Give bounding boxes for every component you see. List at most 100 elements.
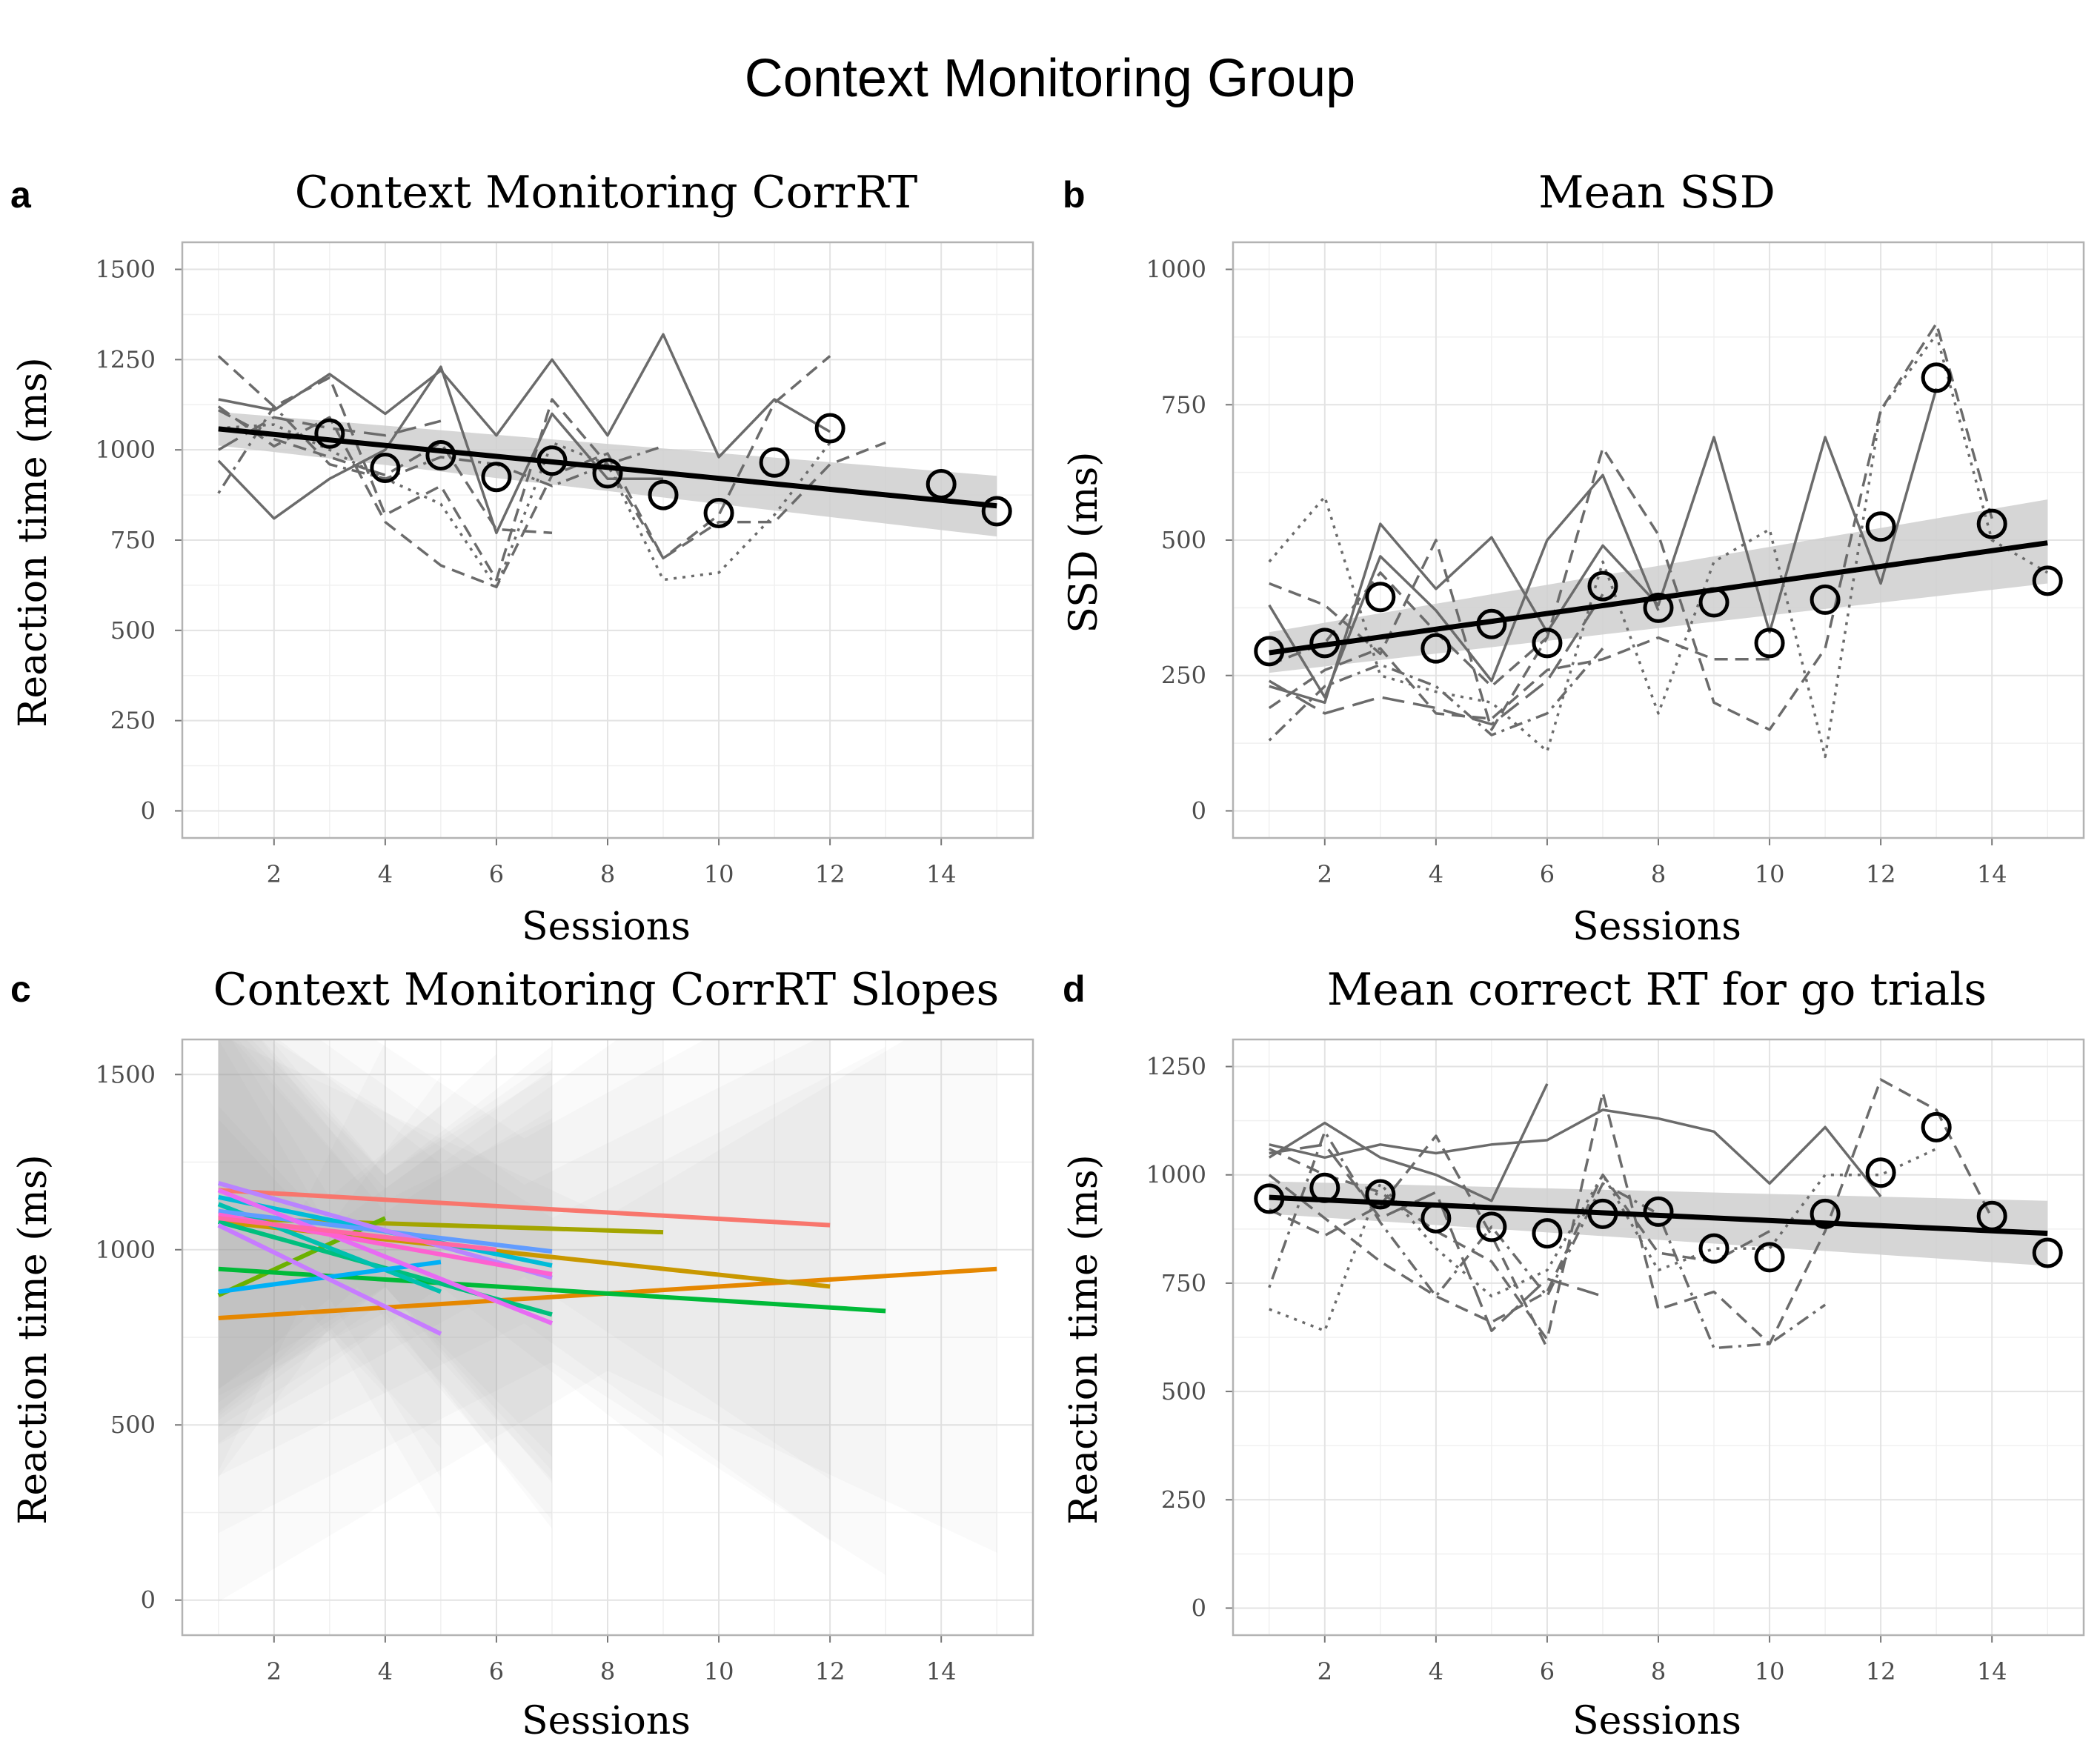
y-tick-label: 500 bbox=[1161, 1377, 1206, 1405]
y-tick-label: 1000 bbox=[96, 436, 156, 464]
panel-d: d Mean correct RT for go trials Sessions… bbox=[1062, 964, 2085, 1743]
participant-line-7 bbox=[217, 405, 664, 494]
mean-point bbox=[1698, 1233, 1729, 1264]
mean-point bbox=[2032, 1237, 2063, 1268]
x-tick-label: 8 bbox=[1651, 860, 1666, 888]
figure-title: Context Monitoring Group bbox=[745, 49, 1355, 108]
participant-line-6 bbox=[1268, 1130, 1827, 1350]
plot-area-a: 0 250 500 750 1000 1250 1500 2 4 6 8 10 12 14 bbox=[96, 241, 1034, 888]
y-tick-label: 0 bbox=[141, 796, 156, 825]
slope-ci-11 bbox=[218, 1039, 552, 1457]
mean-point bbox=[1976, 1200, 2007, 1231]
participant-line-4 bbox=[1268, 333, 2049, 759]
x-tick-label: 10 bbox=[704, 1657, 734, 1686]
y-tick-label: 500 bbox=[1161, 526, 1206, 554]
x-tick-label: 2 bbox=[267, 1657, 282, 1686]
x-tick-label: 8 bbox=[1651, 1657, 1666, 1686]
mean-point bbox=[1976, 508, 2007, 539]
plot-area-c: 0 500 1000 1500 2 4 6 8 10 12 14 bbox=[96, 1038, 1034, 1686]
x-tick-label: 14 bbox=[926, 860, 957, 888]
panel-title-c: Context Monitoring CorrRT Slopes bbox=[213, 964, 1000, 1016]
participant-line-5 bbox=[1268, 1173, 1770, 1324]
participant-line-7 bbox=[1268, 593, 1604, 726]
mean-point bbox=[1587, 570, 1618, 602]
mean-point bbox=[1643, 1196, 1674, 1227]
slope-line-16 bbox=[217, 1222, 442, 1336]
mean-point bbox=[592, 458, 623, 489]
y-tick-label: 0 bbox=[1192, 1594, 1206, 1622]
y-tick-label: 250 bbox=[1161, 1485, 1206, 1514]
mean-point bbox=[1587, 1198, 1618, 1229]
y-tick-label: 1000 bbox=[1146, 1161, 1206, 1189]
mean-point bbox=[1865, 1157, 1896, 1188]
panel-b: b Mean SSD Sessions SSD (ms) 0 250 500 750 1… bbox=[1062, 167, 2085, 949]
mean-point bbox=[648, 479, 679, 510]
y-tick-label: 1000 bbox=[1146, 256, 1206, 284]
mean-point bbox=[1421, 633, 1452, 664]
mean-point bbox=[1365, 582, 1396, 613]
mean-point bbox=[1421, 1202, 1452, 1234]
x-tick-label: 4 bbox=[378, 860, 393, 888]
participant-line-4 bbox=[217, 409, 553, 535]
panel-letter-a: a bbox=[10, 174, 32, 216]
x-tick-label: 2 bbox=[267, 860, 282, 888]
x-axis-label-b: Sessions bbox=[1572, 905, 1741, 949]
mean-point bbox=[759, 447, 790, 478]
mean-point bbox=[703, 497, 734, 528]
mean-point bbox=[1921, 362, 1952, 393]
confidence-band bbox=[218, 412, 997, 537]
panel-border-c bbox=[181, 1038, 1034, 1637]
x-tick-label: 4 bbox=[1429, 1657, 1443, 1686]
y-tick-label: 500 bbox=[110, 1411, 156, 1439]
slope-line-15 bbox=[218, 1216, 497, 1252]
x-tick-label: 12 bbox=[815, 860, 845, 888]
participant-line-1 bbox=[218, 333, 831, 459]
mean-point bbox=[2032, 565, 2063, 596]
mean-point bbox=[1532, 1218, 1563, 1249]
slope-line-1 bbox=[218, 1188, 831, 1228]
slope-ci-13 bbox=[218, 1039, 552, 1529]
participant-line-3 bbox=[1269, 1078, 1993, 1345]
slope-ci-14 bbox=[218, 1039, 552, 1480]
x-tick-label: 14 bbox=[1977, 860, 2007, 888]
mean-point bbox=[1754, 1242, 1785, 1273]
mean-point bbox=[1254, 636, 1285, 667]
series-layer-b bbox=[1254, 322, 2063, 759]
y-tick-label: 750 bbox=[1161, 1269, 1206, 1297]
mean-point bbox=[425, 439, 456, 470]
x-axis-label-a: Sessions bbox=[522, 905, 691, 949]
mean-point bbox=[1810, 1198, 1841, 1229]
mean-point bbox=[370, 453, 401, 484]
mean-point bbox=[1698, 587, 1729, 618]
slope-ci-6 bbox=[218, 1039, 886, 1575]
y-tick-label: 250 bbox=[110, 707, 156, 735]
mean-point bbox=[481, 462, 512, 493]
x-tick-label: 10 bbox=[1755, 860, 1785, 888]
series-layer-d bbox=[1254, 1078, 2063, 1350]
x-tick-label: 2 bbox=[1318, 860, 1332, 888]
panel-title-a: Context Monitoring CorrRT bbox=[295, 167, 917, 219]
x-tick-label: 4 bbox=[378, 1657, 393, 1686]
mean-point bbox=[1365, 1179, 1396, 1210]
mean-point bbox=[314, 418, 345, 449]
mean-point bbox=[1309, 1172, 1340, 1203]
participant-line-1 bbox=[1269, 387, 1938, 705]
participant-line-1 bbox=[1269, 1108, 1882, 1198]
y-tick-label: 1500 bbox=[96, 1060, 156, 1088]
panel-c: c Context Monitoring CorrRT Slopes Sessi… bbox=[10, 964, 1034, 1743]
x-axis-label-c: Sessions bbox=[522, 1699, 691, 1743]
x-tick-label: 8 bbox=[600, 1657, 615, 1686]
participant-line-2 bbox=[1268, 473, 1660, 699]
mean-point bbox=[1865, 511, 1896, 542]
x-tick-label: 4 bbox=[1429, 860, 1443, 888]
panel-border-d bbox=[1232, 1038, 2085, 1637]
trend-line bbox=[218, 426, 997, 509]
mean-point bbox=[1476, 608, 1507, 639]
x-tick-label: 12 bbox=[1866, 860, 1896, 888]
y-tick-label: 1250 bbox=[1146, 1053, 1206, 1081]
participant-line-8 bbox=[1269, 1134, 1549, 1349]
trend-line bbox=[1269, 540, 2048, 656]
mean-point bbox=[981, 496, 1012, 527]
series-layer-c bbox=[217, 1039, 997, 1602]
slope-ci-12 bbox=[218, 1039, 552, 1483]
